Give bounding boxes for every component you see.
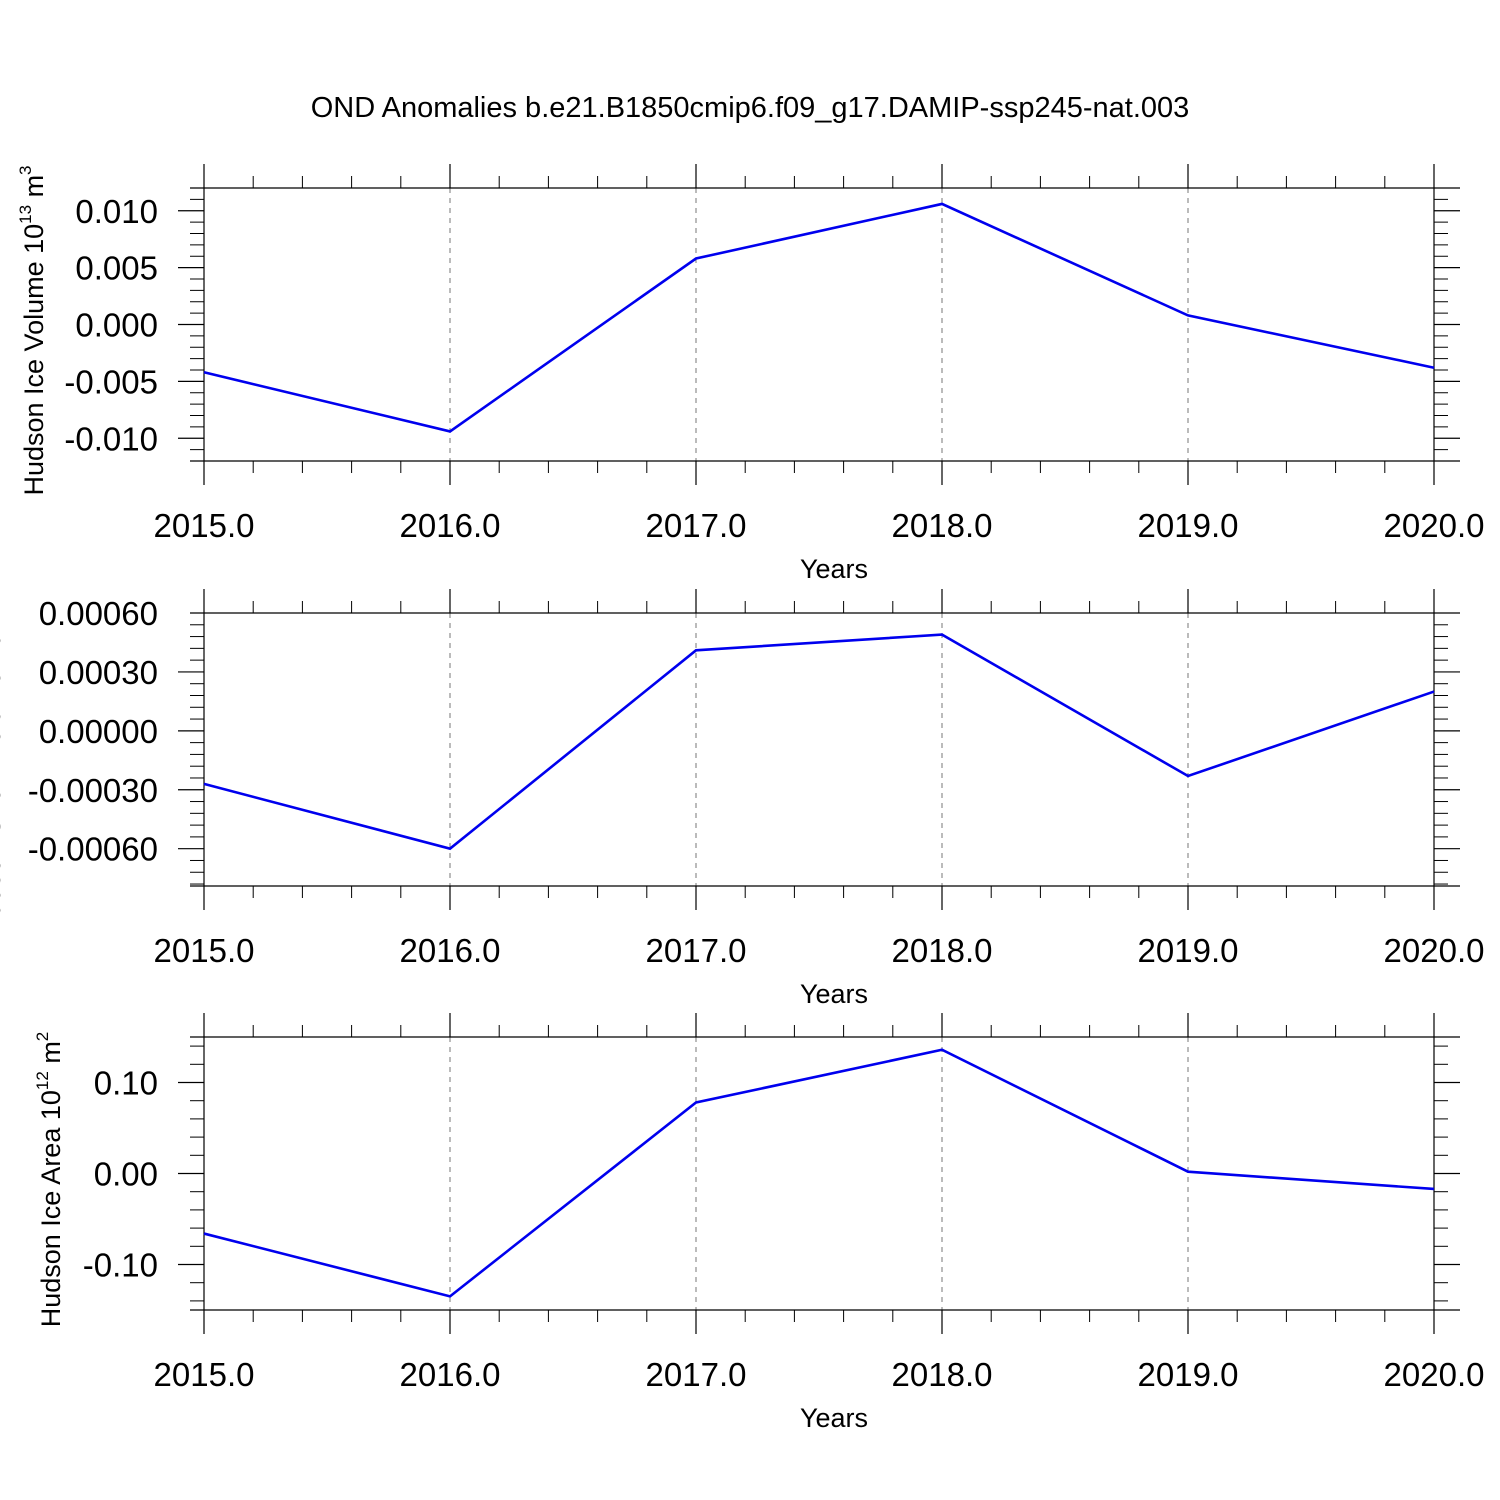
x-tick-label: 2018.0 <box>892 932 993 969</box>
y-tick-label: -0.010 <box>64 420 158 457</box>
figure-title: OND Anomalies b.e21.B1850cmip6.f09_g17.D… <box>311 92 1190 124</box>
panel-1: -0.010 -0.005 0.000 0.005 0.010 2015.0 2016.0 2… <box>16 164 1484 584</box>
x-tick-label: 2020.0 <box>1384 932 1485 969</box>
panel-2: -0.00060 -0.00030 0.00000 0.00030 0.00060 201… <box>0 575 1485 1009</box>
series-line <box>203 633 1435 851</box>
y-tick-label: 0.00060 <box>39 595 158 632</box>
y-tick-label: -0.00030 <box>28 772 158 809</box>
x-tick-label: 2016.0 <box>400 507 501 544</box>
x-tick-label: 2018.0 <box>892 1356 993 1393</box>
x-tick-label: 2015.0 <box>154 1356 255 1393</box>
y-tick-label: 0.00030 <box>39 654 158 691</box>
x-tick-label: 2017.0 <box>646 1356 747 1393</box>
x-tick-label: 2017.0 <box>646 932 747 969</box>
y-axis-label: Hudson Ice Area 1012 m2 <box>33 1032 66 1328</box>
series-line <box>203 1048 1435 1298</box>
y-tick-label: -0.10 <box>83 1247 158 1284</box>
x-tick-label: 2019.0 <box>1138 1356 1239 1393</box>
x-tick-label: 2020.0 <box>1384 1356 1485 1393</box>
y-tick-label: -0.005 <box>64 363 158 400</box>
x-axis-label: Years <box>800 554 868 584</box>
y-tick-label: 0.010 <box>75 193 158 230</box>
panels: -0.010 -0.005 0.000 0.005 0.010 2015.0 2016.0 2… <box>0 164 1484 1433</box>
x-tick-label: 2016.0 <box>400 932 501 969</box>
panel-3: -0.10 0.00 0.10 2015.0 2016.0 2017.0 2018.0 201… <box>33 1013 1484 1433</box>
x-tick-label: 2019.0 <box>1138 507 1239 544</box>
x-tick-label: 2019.0 <box>1138 932 1239 969</box>
y-tick-label: -0.00060 <box>28 831 158 868</box>
x-axis-label: Years <box>800 1403 868 1433</box>
y-tick-label: 0.000 <box>75 307 158 344</box>
x-tick-label: 2020.0 <box>1384 507 1485 544</box>
x-tick-label: 2016.0 <box>400 1356 501 1393</box>
y-axis-label: Hudson Ice Volume 1013 m3 <box>16 165 49 495</box>
x-tick-label: 2015.0 <box>154 932 255 969</box>
y-tick-label: 0.00000 <box>39 713 158 750</box>
series-line <box>203 202 1435 433</box>
x-axis-label: Years <box>800 979 868 1009</box>
x-tick-label: 2017.0 <box>646 507 747 544</box>
y-tick-label: 0.00 <box>94 1156 158 1193</box>
x-tick-label: 2018.0 <box>892 507 993 544</box>
x-tick-label: 2015.0 <box>154 507 255 544</box>
y-tick-label: 0.005 <box>75 250 158 287</box>
y-tick-label: 0.10 <box>94 1065 158 1102</box>
y-axis-label: Hudson Snow Volume 1013 m3 <box>0 575 6 937</box>
